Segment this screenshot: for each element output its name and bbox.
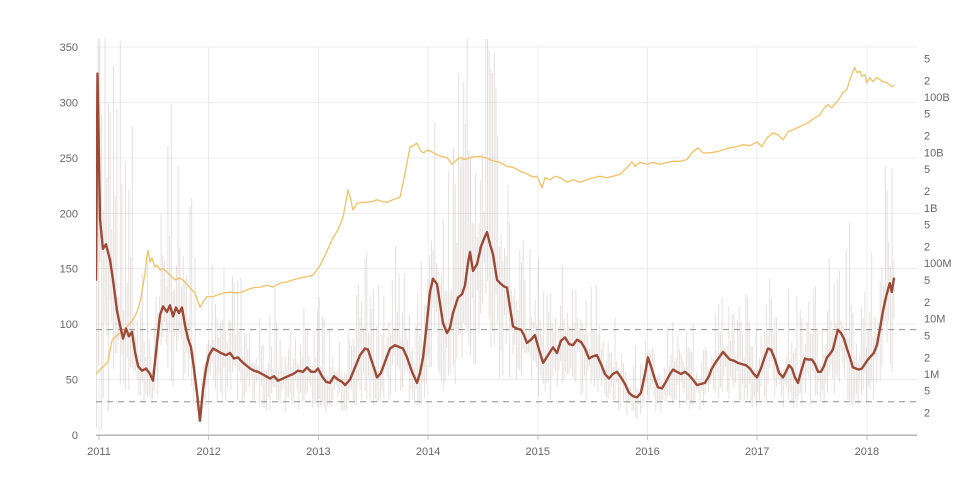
- y-right-tick-label: 5: [924, 219, 930, 231]
- y-right-tick-label: 5: [924, 164, 930, 176]
- x-year-label: 2012: [196, 446, 220, 458]
- y-right-tick-label: 1B: [924, 203, 937, 215]
- market-cap-line: [96, 66, 895, 375]
- x-year-label: 2013: [306, 446, 330, 458]
- y-right-tick-label: 2: [924, 242, 930, 254]
- ratio-smoothed-line: [96, 72, 896, 422]
- y-left-tick-label: 0: [72, 430, 78, 442]
- y-left-tick-label: 150: [60, 264, 78, 276]
- y-right-tick-label: 1M: [924, 369, 939, 381]
- y-right-tick-label: 10B: [924, 147, 944, 159]
- y-left-tick-label: 100: [60, 319, 78, 331]
- y-left-tick-label: 300: [60, 97, 78, 109]
- y-axis-left-labels: 0 50 100 150 200 250 300 350: [60, 42, 78, 442]
- y-left-tick-label: 250: [60, 153, 78, 165]
- daily-raw-noise-series: [96, 39, 895, 429]
- y-right-tick-label: 5: [924, 53, 930, 65]
- y-right-tick-label: 2: [924, 352, 930, 364]
- y-axis-right-labels: 5 2 100B 5 2 10B 5 2 1B 5 2 100M 5 2 10M 5 2 1M 5 2: [924, 53, 952, 419]
- y-left-tick-label: 200: [60, 208, 78, 220]
- y-right-tick-label: 5: [924, 330, 930, 342]
- x-year-label: 2018: [855, 446, 879, 458]
- y-right-tick-label: 2: [924, 131, 930, 143]
- x-axis-labels: 2011 2012 2013 2014 2015 2016 2017 2018: [87, 446, 879, 458]
- y-left-tick-label: 50: [66, 375, 78, 387]
- y-right-tick-label: 2: [924, 408, 930, 420]
- y-right-tick-label: 100M: [924, 258, 952, 270]
- y-right-tick-label: 2: [924, 186, 930, 198]
- y-right-tick-label: 2: [924, 297, 930, 309]
- x-year-label: 2017: [745, 446, 769, 458]
- y-right-tick-label: 100B: [924, 92, 950, 104]
- y-left-tick-label: 350: [60, 42, 78, 54]
- y-right-tick-label: 5: [924, 386, 930, 398]
- y-right-tick-label: 5: [924, 275, 930, 287]
- x-year-label: 2011: [87, 446, 111, 458]
- x-year-label: 2015: [526, 446, 550, 458]
- y-right-tick-label: 5: [924, 109, 930, 121]
- x-year-label: 2014: [416, 446, 440, 458]
- y-right-tick-label: 2: [924, 75, 930, 87]
- x-year-label: 2016: [635, 446, 659, 458]
- y-right-tick-label: 10M: [924, 314, 945, 326]
